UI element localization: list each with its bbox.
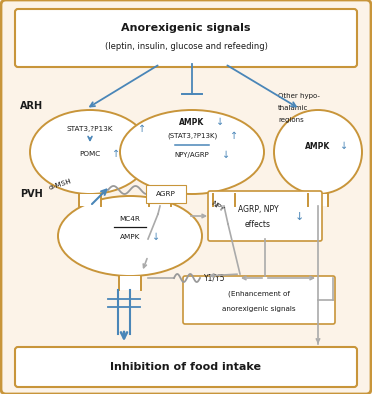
FancyBboxPatch shape <box>146 185 186 203</box>
Text: AMPK: AMPK <box>305 141 331 151</box>
Ellipse shape <box>274 110 362 194</box>
Text: Other hypo-: Other hypo- <box>278 93 320 99</box>
Text: α-MSH: α-MSH <box>48 177 72 191</box>
Bar <box>149 194 171 206</box>
Text: ↑: ↑ <box>138 124 146 134</box>
Bar <box>308 194 328 206</box>
Text: ↓: ↓ <box>222 150 230 160</box>
Text: (Enhancement of: (Enhancement of <box>228 291 290 297</box>
Text: thalamic: thalamic <box>278 105 308 111</box>
Text: ↓: ↓ <box>340 141 348 151</box>
FancyBboxPatch shape <box>15 9 357 67</box>
Text: AGRP: AGRP <box>156 191 176 197</box>
FancyBboxPatch shape <box>15 347 357 387</box>
Text: AGRP, NPY: AGRP, NPY <box>238 204 278 214</box>
Text: Anorexigenic signals: Anorexigenic signals <box>121 23 251 33</box>
Text: ↓: ↓ <box>295 212 304 222</box>
Bar <box>213 194 235 206</box>
Text: ↓: ↓ <box>216 117 224 127</box>
Text: anorexigenic signals: anorexigenic signals <box>222 306 296 312</box>
Bar <box>79 194 101 206</box>
Text: ARH: ARH <box>20 101 43 111</box>
Text: ↑: ↑ <box>112 149 120 159</box>
Text: Y1/Y5: Y1/Y5 <box>204 273 225 282</box>
Text: STAT3,?P13K: STAT3,?P13K <box>67 126 113 132</box>
Text: (STAT3,?P13K): (STAT3,?P13K) <box>167 133 217 139</box>
Text: AMPK: AMPK <box>179 117 205 126</box>
Text: MC4R: MC4R <box>119 216 141 222</box>
Ellipse shape <box>120 110 264 194</box>
Text: PVH: PVH <box>20 189 43 199</box>
FancyBboxPatch shape <box>183 276 335 324</box>
Ellipse shape <box>58 196 202 276</box>
Text: POMC: POMC <box>79 151 100 157</box>
Ellipse shape <box>30 110 150 194</box>
FancyBboxPatch shape <box>208 191 322 241</box>
Text: NPY/AGRP: NPY/AGRP <box>174 152 209 158</box>
Text: regions: regions <box>278 117 304 123</box>
Text: AMPK: AMPK <box>120 234 140 240</box>
Text: effects: effects <box>245 219 271 229</box>
Text: ↓: ↓ <box>152 232 160 242</box>
Text: Inhibition of food intake: Inhibition of food intake <box>110 362 262 372</box>
Bar <box>119 276 141 290</box>
Text: (leptin, insulin, glucose and refeeding): (leptin, insulin, glucose and refeeding) <box>105 41 267 50</box>
Text: NPY: NPY <box>210 199 225 212</box>
Text: ↑: ↑ <box>230 131 238 141</box>
